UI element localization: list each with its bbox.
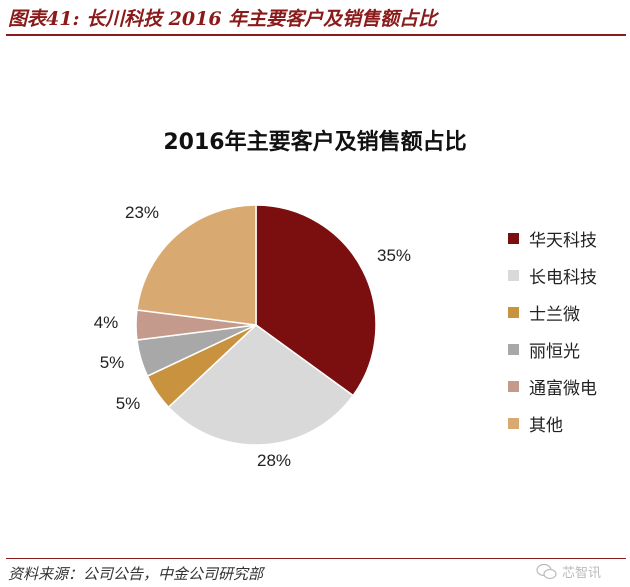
data-label-3: 5%	[116, 394, 141, 413]
legend-swatch	[508, 418, 519, 429]
pie-slice-1	[255, 204, 377, 397]
legend-item: 丽恒光	[508, 331, 597, 368]
legend-label: 通富微电	[529, 379, 597, 399]
legend-swatch	[508, 344, 519, 355]
legend-item: 长电科技	[508, 257, 597, 294]
legend-item: 士兰微	[508, 294, 597, 331]
legend-swatch	[508, 307, 519, 318]
figure-caption: 图表41: 长川科技 2016 年主要客户及销售额占比	[8, 8, 438, 30]
bottom-divider	[6, 558, 626, 559]
legend-label: 长电科技	[529, 268, 597, 288]
legend-swatch	[508, 233, 519, 244]
watermark-text: 芯智讯	[562, 566, 602, 581]
chart-legend: 华天科技长电科技士兰微丽恒光通富微电其他	[508, 220, 597, 442]
data-label-5: 4%	[94, 313, 119, 332]
legend-label: 士兰微	[529, 305, 580, 325]
legend-label: 华天科技	[529, 231, 597, 251]
data-label-6: 23%	[125, 203, 159, 222]
data-label-2: 28%	[257, 451, 291, 470]
source-note: 资料来源：公司公告，中金公司研究部	[8, 565, 264, 583]
pie-slice-6	[136, 204, 257, 326]
top-divider	[6, 34, 626, 36]
data-label-1: 35%	[377, 246, 411, 265]
watermark: 芯智讯	[536, 562, 601, 581]
chart-title: 2016年主要客户及销售额占比	[163, 130, 467, 155]
legend-item: 华天科技	[508, 220, 597, 257]
data-label-4: 5%	[100, 353, 125, 372]
legend-label: 丽恒光	[529, 342, 580, 362]
wechat-icon	[536, 563, 557, 579]
legend-item: 通富微电	[508, 368, 597, 405]
legend-swatch	[508, 270, 519, 281]
legend-swatch	[508, 381, 519, 392]
pie-slice-2	[167, 324, 355, 446]
legend-label: 其他	[529, 416, 563, 436]
legend-item: 其他	[508, 405, 597, 442]
